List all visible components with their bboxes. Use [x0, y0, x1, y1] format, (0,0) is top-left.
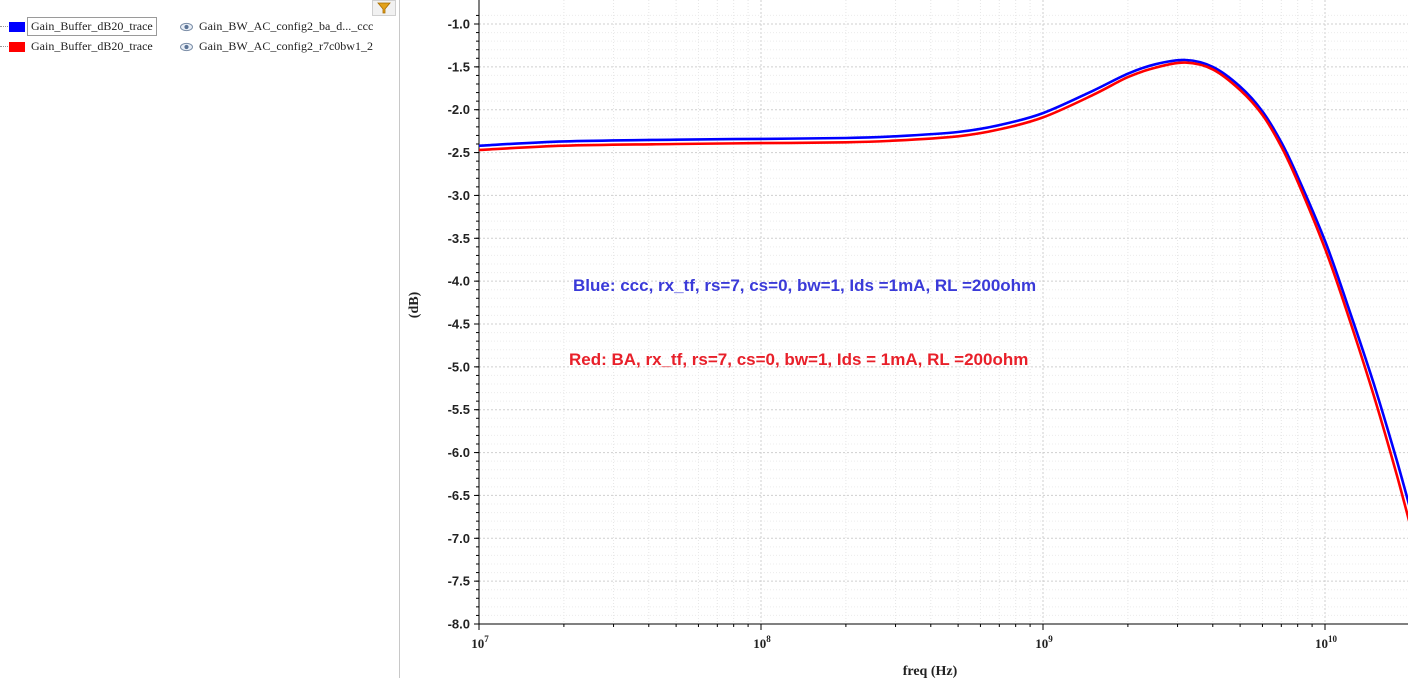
y-tick-label: -3.0 — [448, 188, 470, 203]
y-tick-label: -2.5 — [448, 145, 470, 160]
series-line-blue — [479, 58, 1408, 506]
eye-icon[interactable] — [180, 41, 193, 53]
series-line-red — [479, 61, 1408, 522]
y-tick-label: -7.0 — [448, 531, 470, 546]
tree-connector — [0, 26, 8, 27]
annotation-red: Red: BA, rx_tf, rs=7, cs=0, bw=1, Ids = … — [569, 350, 1028, 369]
y-tick-label: -4.5 — [448, 317, 470, 332]
trace-name[interactable]: Gain_Buffer_dB20_trace — [31, 39, 153, 53]
filter-icon[interactable] — [372, 0, 396, 16]
legend-item[interactable]: Gain_Buffer_dB20_trace Gain_BW_AC_config… — [0, 17, 398, 37]
x-axis-title: freq (Hz) — [903, 664, 958, 678]
y-axis: -1.0 -1.5 -2.0 -2.5 -3.0 -3.5 -4.0 -4.5 -5.0 -5.5… — [448, 14, 479, 632]
y-tick-label: -5.0 — [448, 359, 470, 374]
y-tick-label: -2.0 — [448, 102, 470, 117]
y-tick-label: -1.0 — [448, 17, 470, 32]
tree-connector — [0, 46, 8, 47]
eye-icon[interactable] — [180, 21, 193, 33]
waveform-chart[interactable]: -1.0 -1.5 -2.0 -2.5 -3.0 -3.5 -4.0 -4.5 -5.0 -5.5… — [400, 0, 1408, 678]
y-tick-label: -4.0 — [448, 274, 470, 289]
trace-color-swatch[interactable] — [9, 22, 25, 32]
y-axis-title: (dB) — [407, 291, 422, 318]
y-tick-label: -8.0 — [448, 617, 470, 632]
annotation-blue: Blue: ccc, rx_tf, rs=7, cs=0, bw=1, Ids … — [573, 276, 1036, 295]
trace-name[interactable]: Gain_Buffer_dB20_trace — [27, 17, 157, 36]
legend-item[interactable]: Gain_Buffer_dB20_trace Gain_BW_AC_config… — [0, 37, 398, 57]
test-name: Gain_BW_AC_config2_r7c0bw1_2 — [199, 39, 373, 53]
y-tick-label: -7.5 — [448, 574, 470, 589]
panel-divider[interactable] — [399, 0, 400, 678]
series-group — [479, 58, 1408, 522]
y-tick-label: -6.0 — [448, 445, 470, 460]
y-tick-label: -6.5 — [448, 488, 470, 503]
legend-panel: Gain_Buffer_dB20_trace Gain_BW_AC_config… — [0, 0, 398, 678]
y-tick-label: -3.5 — [448, 231, 470, 246]
test-name: Gain_BW_AC_config2_ba_d..._ccc — [199, 19, 374, 33]
trace-color-swatch[interactable] — [9, 42, 25, 52]
y-tick-label: -5.5 — [448, 402, 470, 417]
y-tick-label: -1.5 — [448, 59, 470, 74]
chart-background — [400, 0, 1408, 678]
